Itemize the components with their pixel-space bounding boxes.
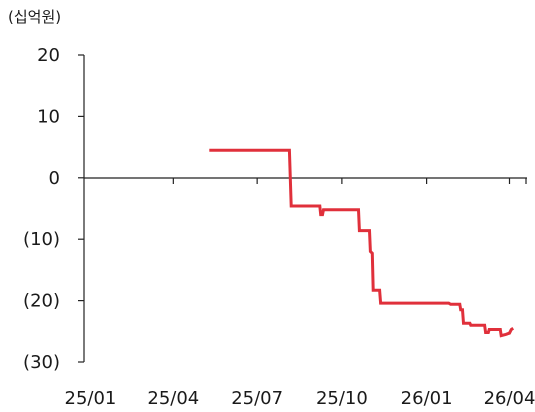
y-tick-label: (10) <box>23 229 60 250</box>
x-tick-label: 25/01 <box>65 388 117 409</box>
y-tick-label: 0 <box>49 168 60 189</box>
y-tick-label: (20) <box>23 291 60 312</box>
y-tick-label: 10 <box>37 106 60 127</box>
x-tick-label: 25/10 <box>316 388 368 409</box>
x-axis: 25/01 25/04 25/07 25/10 26/01 26/04 <box>65 177 535 409</box>
series-line <box>209 148 515 338</box>
series-layer <box>209 148 515 338</box>
unit-label: (십억원) <box>8 8 62 26</box>
x-tick-label: 25/07 <box>231 388 283 409</box>
y-axis: 20 10 0 (10) (20) (30) <box>23 45 85 373</box>
x-tick-label: 25/04 <box>147 388 199 409</box>
x-tick-label: 26/04 <box>484 388 535 409</box>
x-tick-label: 26/01 <box>401 388 453 409</box>
y-tick-label: 20 <box>37 45 60 66</box>
y-tick-label: (30) <box>23 352 60 373</box>
